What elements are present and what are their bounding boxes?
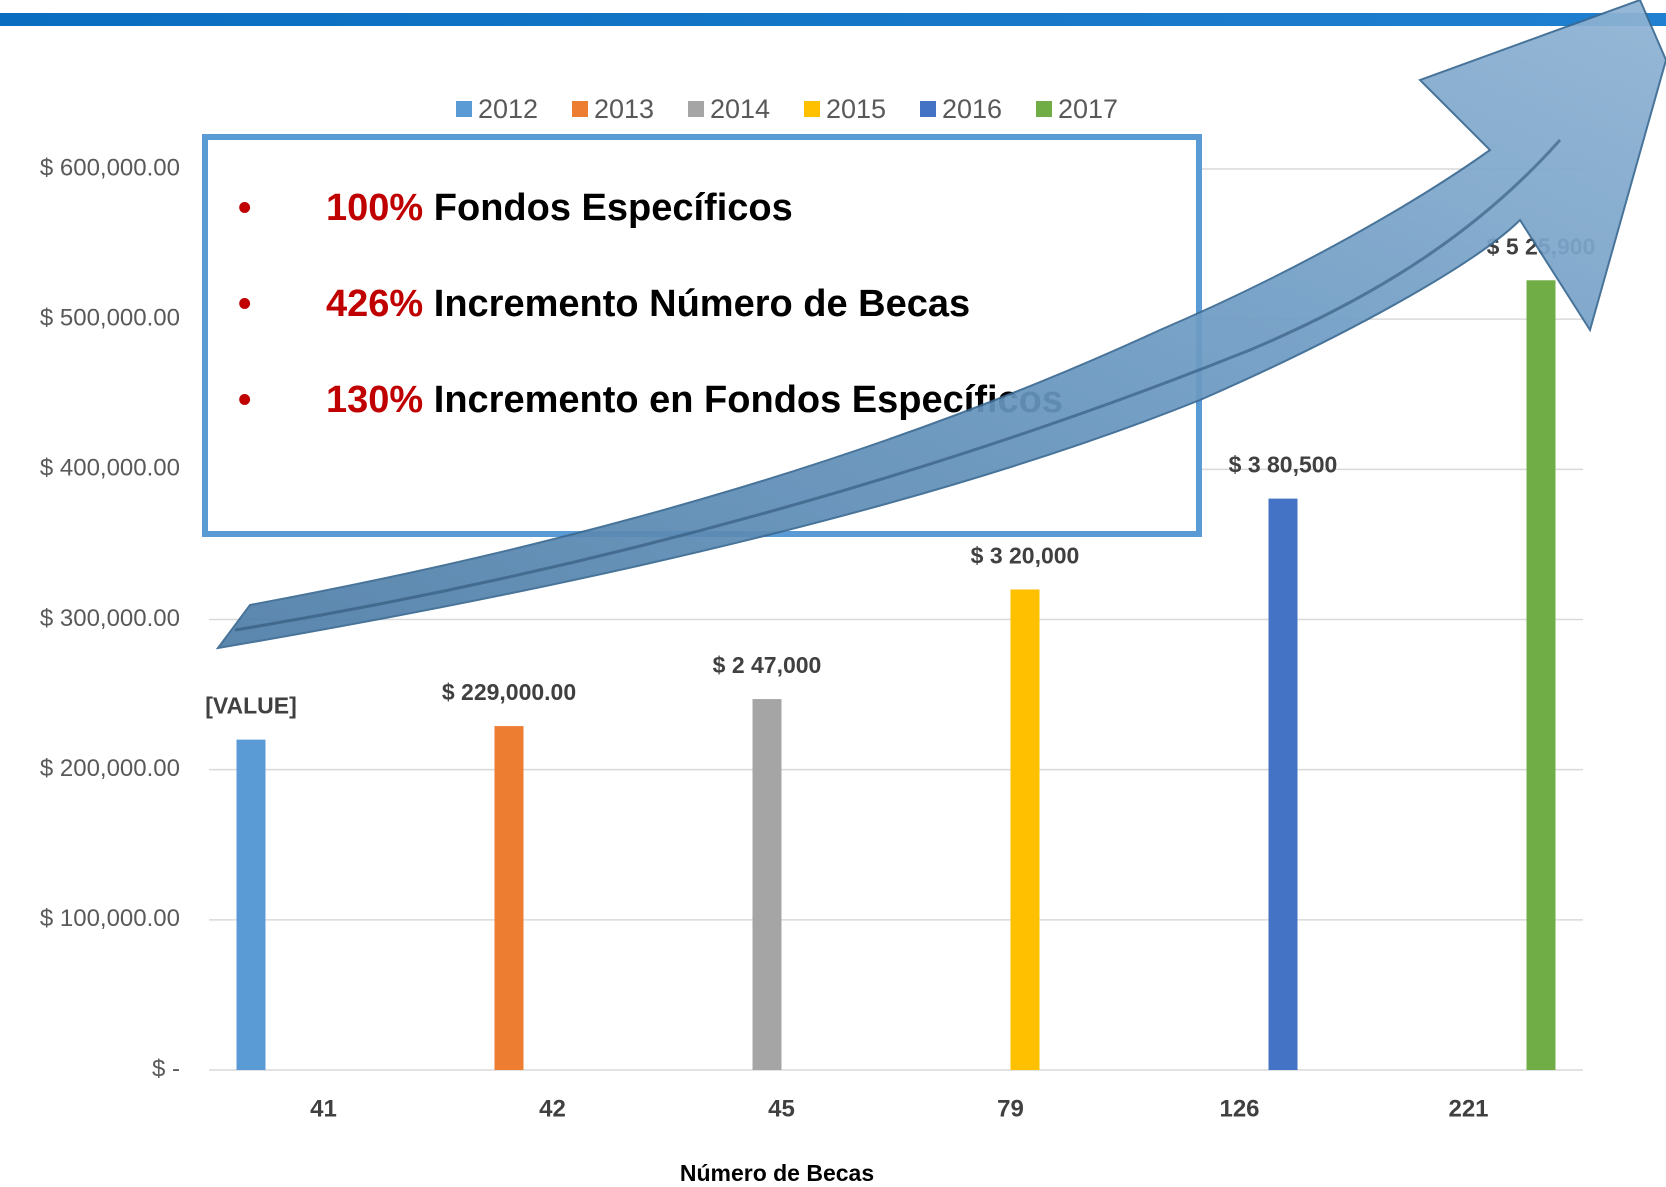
data-label: $ 3 20,000 <box>971 543 1080 569</box>
x-tick-label: 221 <box>1448 1095 1488 1122</box>
legend-swatch <box>1036 101 1052 117</box>
x-axis-title: Número de Becas <box>680 1160 874 1186</box>
data-label: $ 5 25,900 <box>1487 233 1596 259</box>
callout-text: Incremento Número de Becas <box>434 283 970 325</box>
data-label: [VALUE] <box>205 693 297 719</box>
y-tick-label: $ 100,000.00 <box>40 905 180 932</box>
legend-label: 2015 <box>826 94 886 124</box>
legend-label: 2016 <box>942 94 1002 124</box>
y-tick-label: $ 300,000.00 <box>40 605 180 632</box>
legend-label: 2012 <box>478 94 538 124</box>
bar <box>1269 499 1298 1070</box>
legend-swatch <box>804 101 820 117</box>
y-tick-label: $ 500,000.00 <box>40 305 180 332</box>
legend-swatch <box>456 101 472 117</box>
callout-item: • 100% Fondos Específicos <box>208 160 1066 256</box>
legend-swatch <box>572 101 588 117</box>
legend-swatch <box>920 101 936 117</box>
bar <box>1527 280 1556 1070</box>
bar <box>495 726 524 1070</box>
callout-highlight: 100% <box>326 187 423 229</box>
y-tick-label: $ - <box>152 1055 180 1082</box>
x-tick-label: 79 <box>997 1095 1024 1122</box>
bullet: • <box>238 256 251 352</box>
callout-text: Fondos Específicos <box>434 187 793 229</box>
data-label: $ 3 80,500 <box>1229 452 1338 478</box>
callout-highlight: 130% <box>326 379 423 421</box>
header-band <box>0 13 1666 26</box>
callout-item: • 130% Incremento en Fondos Específicos <box>208 352 1066 448</box>
legend-label: 2014 <box>710 94 770 124</box>
page: $ - $ 100,000.00 $ 200,000.00 $ 300,000.00 $… <box>0 0 1666 1187</box>
y-tick-label: $ 200,000.00 <box>40 755 180 782</box>
bullet: • <box>238 160 251 256</box>
data-label: $ 229,000.00 <box>442 679 576 705</box>
callout-text: Incremento en Fondos Específicos <box>434 379 1063 421</box>
callout-highlight: 426% <box>326 283 423 325</box>
x-tick-label: 42 <box>539 1095 566 1122</box>
legend-label: 2017 <box>1058 94 1118 124</box>
legend-label: 2013 <box>594 94 654 124</box>
x-tick-label: 126 <box>1219 1095 1259 1122</box>
x-tick-label: 41 <box>310 1095 337 1122</box>
callout-item: • 426% Incremento Número de Becas <box>208 256 1066 352</box>
callout-list: • 100% Fondos Específicos • 426% Incremento… <box>208 140 1196 448</box>
bullet: • <box>238 352 251 448</box>
y-tick-label: $ 400,000.00 <box>40 455 180 482</box>
y-tick-label: $ 600,000.00 <box>40 154 180 181</box>
bar <box>753 699 782 1070</box>
bar <box>1011 589 1040 1070</box>
bar <box>237 740 266 1070</box>
x-tick-label: 45 <box>768 1095 795 1122</box>
legend-swatch <box>688 101 704 117</box>
data-label: $ 2 47,000 <box>713 652 822 678</box>
callout-box: • 100% Fondos Específicos • 426% Incremento… <box>202 134 1202 537</box>
